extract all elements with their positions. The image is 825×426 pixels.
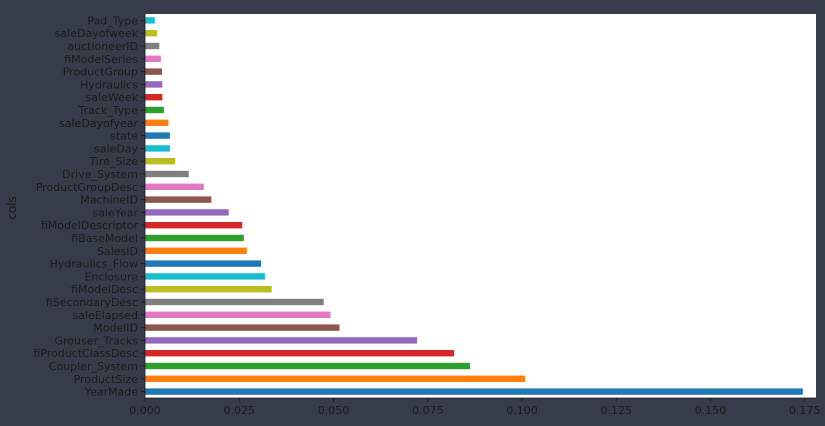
- y-tick-label: fiModelDesc: [71, 283, 138, 296]
- bar-fiModelDescriptor: [145, 222, 243, 229]
- bar-Tire_Size: [145, 158, 176, 165]
- x-tick-label: 0.150: [695, 404, 727, 417]
- bar-ProductSize: [145, 375, 525, 382]
- bar-saleDay: [145, 145, 170, 152]
- bar-YearMade: [145, 388, 803, 395]
- x-tick-label: 0.000: [129, 404, 161, 417]
- bar-Hydraulics: [145, 81, 163, 88]
- x-tick-label: 0.125: [600, 404, 632, 417]
- bar-ProductGroup: [145, 68, 162, 75]
- y-tick-label: ProductSize: [74, 373, 139, 386]
- bar-auctioneerID: [145, 42, 160, 50]
- y-tick-label: fiModelDescriptor: [41, 219, 139, 232]
- y-tick-label: Drive_System: [62, 168, 138, 181]
- y-tick-label: MachineID: [80, 194, 138, 207]
- y-tick-label: Enclosure: [84, 270, 138, 283]
- bar-group: [145, 17, 803, 395]
- bar-Grouser_Tracks: [145, 337, 418, 344]
- y-tick-label: fiProductClassDesc: [33, 347, 138, 360]
- y-tick-label: saleDayofyear: [59, 117, 138, 130]
- y-axis-label: cols: [5, 196, 19, 220]
- y-tick-label: ModelID: [93, 322, 138, 335]
- y-tick-label: fiModelSeries: [64, 53, 138, 66]
- bar-fiProductClassDesc: [145, 350, 455, 357]
- y-tick-label: state: [110, 130, 138, 143]
- y-tick-label: YearMade: [84, 386, 139, 399]
- bar-fiSecondaryDesc: [145, 298, 324, 306]
- bar-fiModelDesc: [145, 286, 272, 293]
- bar-fiBaseModel: [145, 234, 244, 242]
- y-tick-label: saleYear: [92, 206, 138, 219]
- x-axis-ticks: 0.000 0.025 0.050 0.075 0.100 0.125 0.150 0.175: [129, 398, 820, 417]
- bar-Coupler_System: [145, 362, 470, 370]
- bar-fiModelSeries: [145, 55, 161, 62]
- y-tick-label: saleDay: [94, 142, 139, 155]
- x-tick-label: 0.100: [506, 404, 538, 417]
- y-tick-label: fiSecondaryDesc: [46, 296, 138, 309]
- y-tick-label: ProductGroup: [63, 66, 138, 79]
- bar-MachineID: [145, 196, 212, 203]
- plot-area: [145, 14, 816, 398]
- bar-saleWeek: [145, 94, 163, 101]
- y-tick-label: saleWeek: [86, 91, 139, 104]
- bar-ModelID: [145, 324, 340, 331]
- y-tick-label: saleElapsed: [72, 309, 138, 322]
- bar-Drive_System: [145, 170, 189, 178]
- y-tick-label: Pad_Type: [87, 14, 138, 27]
- y-tick-label: Grouser_Tracks: [54, 334, 138, 347]
- bar-ProductGroupDesc: [145, 183, 204, 190]
- bar-saleElapsed: [145, 311, 331, 318]
- x-tick-label: 0.025: [223, 404, 255, 417]
- y-tick-label: SalesID: [97, 245, 138, 258]
- bar-saleDayofyear: [145, 119, 169, 126]
- bar-Hydraulics_Flow: [145, 260, 262, 267]
- bar-state: [145, 132, 170, 139]
- bar-Track_Type: [145, 106, 164, 114]
- y-tick-label: Track_Type: [77, 104, 138, 117]
- y-tick-label: saleDayofweek: [55, 27, 139, 40]
- x-tick-label: 0.050: [318, 404, 350, 417]
- bar-saleDayofweek: [145, 30, 158, 37]
- y-tick-label: fiBaseModel: [71, 232, 138, 245]
- x-tick-label: 0.075: [412, 404, 444, 417]
- y-tick-label: Coupler_System: [49, 360, 138, 373]
- x-tick-label: 0.175: [789, 404, 821, 417]
- y-tick-label: Tire_Size: [88, 155, 138, 168]
- y-tick-label: Hydraulics: [80, 78, 138, 91]
- y-tick-label: auctioneerID: [67, 40, 138, 53]
- bar-Enclosure: [145, 273, 265, 280]
- bar-saleYear: [145, 209, 229, 216]
- bar-Pad_Type: [145, 17, 155, 24]
- bar-SalesID: [145, 247, 247, 254]
- y-axis-ticks: YearMadeProductSizeCoupler_SystemfiProdu…: [33, 14, 145, 399]
- y-tick-label: Hydraulics_Flow: [50, 258, 139, 271]
- y-tick-label: ProductGroupDesc: [36, 181, 138, 194]
